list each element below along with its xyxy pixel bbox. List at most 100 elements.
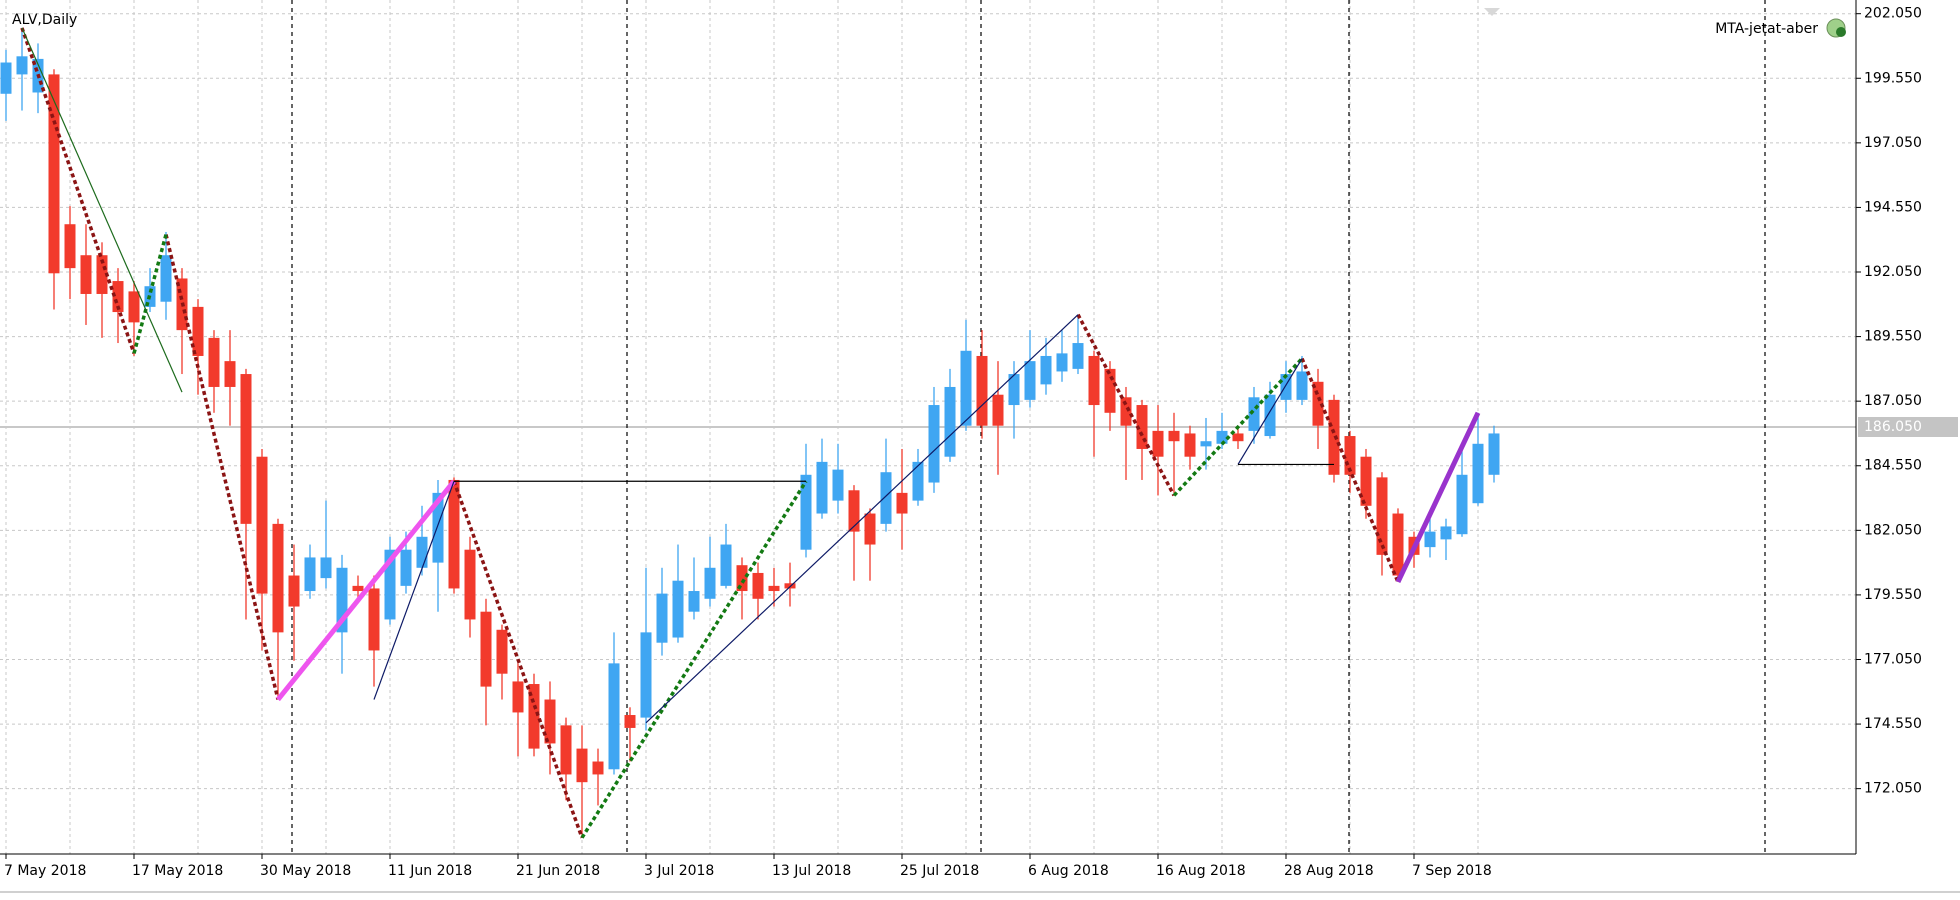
candle-body	[848, 490, 860, 532]
candle-body	[192, 306, 204, 356]
candle-body	[1232, 433, 1244, 442]
candle-body	[480, 611, 492, 687]
candle-body	[1040, 355, 1052, 385]
candle-body	[208, 337, 220, 387]
candle-body	[16, 56, 28, 75]
x-tick-label: 13 Jul 2018	[772, 863, 851, 879]
candle-body	[464, 549, 476, 620]
y-tick-label: 182.050	[1864, 522, 1922, 538]
current-price-label: 186.050	[1864, 419, 1922, 435]
x-tick-label: 11 Jun 2018	[388, 863, 472, 879]
overlay-line	[452, 480, 584, 839]
shift-marker	[1484, 8, 1500, 16]
candle-body	[224, 361, 236, 387]
candle-body	[1376, 477, 1388, 555]
candle-body	[288, 575, 300, 607]
candle-body	[64, 224, 76, 269]
indicator-label: MTA-jetat-aber	[1715, 21, 1818, 37]
candle-body	[960, 350, 972, 426]
candle-body	[320, 557, 332, 579]
x-tick-label: 28 Aug 2018	[1284, 863, 1374, 879]
candle-body	[672, 580, 684, 638]
candle-body	[352, 585, 364, 592]
candle-body	[880, 472, 892, 524]
candle-body	[496, 629, 508, 674]
candle-body	[160, 255, 172, 302]
candle-body	[1248, 397, 1260, 431]
y-tick-label: 189.550	[1864, 329, 1922, 345]
candle-body	[1104, 368, 1116, 413]
candle-body	[704, 567, 716, 599]
mark-layer	[0, 27, 1500, 839]
chart-title: ALV,Daily	[12, 12, 77, 28]
overlay-line	[164, 234, 280, 700]
x-tick-label: 6 Aug 2018	[1028, 863, 1109, 879]
candle-body	[640, 632, 652, 718]
candle-body	[816, 461, 828, 514]
overlay-line	[1300, 357, 1400, 583]
overlay-line	[1395, 411, 1481, 584]
candle-body	[384, 549, 396, 620]
candle-body	[336, 567, 348, 633]
candle-body	[1088, 355, 1100, 406]
overlay-line	[1237, 358, 1303, 465]
y-tick-label: 192.050	[1864, 264, 1922, 280]
candle-body	[272, 523, 284, 633]
indicator-icon	[1836, 27, 1846, 37]
candle-body	[992, 394, 1004, 426]
candle-body	[512, 681, 524, 713]
candle-body	[1424, 531, 1436, 548]
candle-body	[1072, 343, 1084, 369]
candle-body	[1296, 371, 1308, 400]
y-tick-label: 197.050	[1864, 135, 1922, 151]
candle-body	[1344, 436, 1356, 475]
candle-body	[1312, 381, 1324, 426]
overlay-line	[645, 314, 1079, 724]
candle-body	[432, 492, 444, 563]
overlay-line	[1172, 357, 1304, 497]
x-tick-label: 21 Jun 2018	[516, 863, 600, 879]
y-tick-label: 172.050	[1864, 781, 1922, 797]
candle-body	[1024, 361, 1036, 400]
candle-body	[1360, 456, 1372, 506]
candle-body	[592, 761, 604, 775]
candle-body	[416, 536, 428, 568]
candle-body	[624, 715, 636, 728]
candle-body	[304, 557, 316, 592]
x-tick-label: 30 May 2018	[260, 863, 351, 879]
candle-body	[1008, 374, 1020, 406]
candle-body	[1056, 353, 1068, 372]
candle-body	[1168, 430, 1180, 442]
y-tick-label: 194.550	[1864, 199, 1922, 215]
x-tick-label: 16 Aug 2018	[1156, 863, 1246, 879]
candle-body	[720, 544, 732, 586]
candle-body	[560, 725, 572, 775]
candle-body	[1216, 430, 1228, 444]
candle-body	[80, 255, 92, 294]
y-tick-label: 202.050	[1864, 6, 1922, 22]
candle-body	[1280, 374, 1292, 400]
y-tick-label: 184.550	[1864, 458, 1922, 474]
candle-body	[896, 492, 908, 514]
candle-body	[256, 456, 268, 594]
x-tick-label: 25 Jul 2018	[900, 863, 979, 879]
candle-body	[784, 583, 796, 589]
candle-body	[240, 374, 252, 524]
current-price-box	[1858, 417, 1958, 437]
candle-body	[608, 663, 620, 770]
y-tick-label: 187.050	[1864, 393, 1922, 409]
candle-body	[96, 255, 108, 294]
overlay-line	[276, 479, 456, 702]
candle-body	[1392, 513, 1404, 576]
y-tick-label: 177.050	[1864, 651, 1922, 667]
x-tick-label: 7 Sep 2018	[1412, 863, 1492, 879]
candle-body	[1456, 474, 1468, 535]
candle-body	[1472, 443, 1484, 504]
overlay-line	[21, 27, 183, 393]
candle-body	[1440, 526, 1452, 540]
candle-body	[768, 585, 780, 592]
candle-body	[1184, 433, 1196, 457]
candle-body	[736, 565, 748, 592]
candle-body	[400, 549, 412, 586]
